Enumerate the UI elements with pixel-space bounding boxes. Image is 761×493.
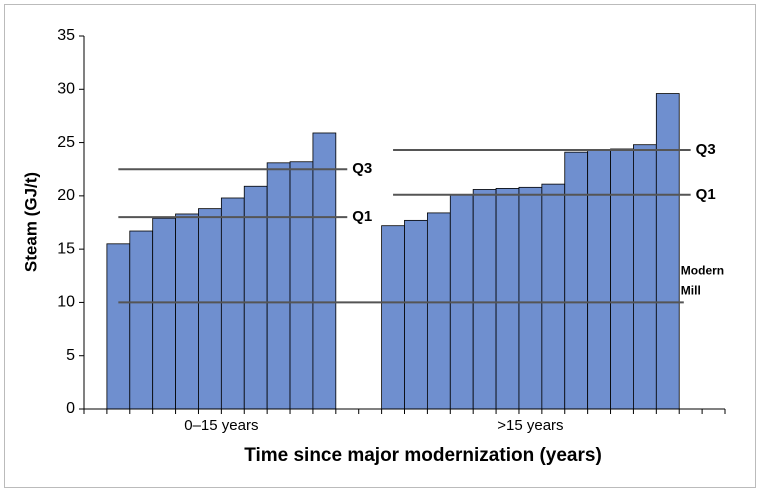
y-tick-label: 10 — [57, 294, 75, 311]
frame — [4, 4, 756, 488]
bar — [289, 161, 314, 410]
bar — [518, 186, 543, 410]
y-tick-label: 20 — [57, 187, 75, 204]
bar — [655, 93, 680, 410]
bar — [472, 189, 497, 410]
bar — [243, 185, 268, 410]
y-axis-label: Steam (GJ/t) — [21, 172, 40, 272]
bar — [152, 217, 176, 410]
q3-label: Q3 — [696, 141, 716, 158]
x-axis-label: Time since major modernization (years) — [244, 445, 602, 466]
y-tick-label: 30 — [57, 81, 75, 98]
bar — [266, 162, 291, 410]
bar — [312, 132, 337, 410]
bar — [426, 212, 451, 410]
bar — [587, 149, 611, 410]
y-tick-label: 15 — [57, 240, 75, 257]
y-tick-label: 25 — [57, 134, 75, 151]
bar — [633, 144, 657, 410]
y-tick-label: 35 — [57, 27, 75, 44]
y-tick-label: 0 — [66, 400, 75, 417]
bar — [175, 213, 199, 410]
bar — [495, 187, 520, 410]
bar — [220, 197, 245, 410]
reference-label: Modern — [681, 264, 724, 278]
bar — [404, 219, 428, 410]
bar — [106, 243, 131, 410]
group-label: >15 years — [497, 417, 563, 434]
q3-label: Q3 — [352, 160, 372, 177]
bar — [381, 225, 405, 410]
q1-label: Q1 — [696, 186, 716, 203]
group-label: 0–15 years — [184, 417, 258, 434]
bar — [129, 230, 154, 410]
bar — [541, 183, 566, 410]
q1-label: Q1 — [352, 208, 372, 225]
y-tick-label: 5 — [66, 347, 75, 364]
bar — [564, 151, 589, 410]
reference-label: Mill — [681, 284, 701, 298]
bar — [610, 148, 634, 410]
bar — [198, 208, 222, 410]
